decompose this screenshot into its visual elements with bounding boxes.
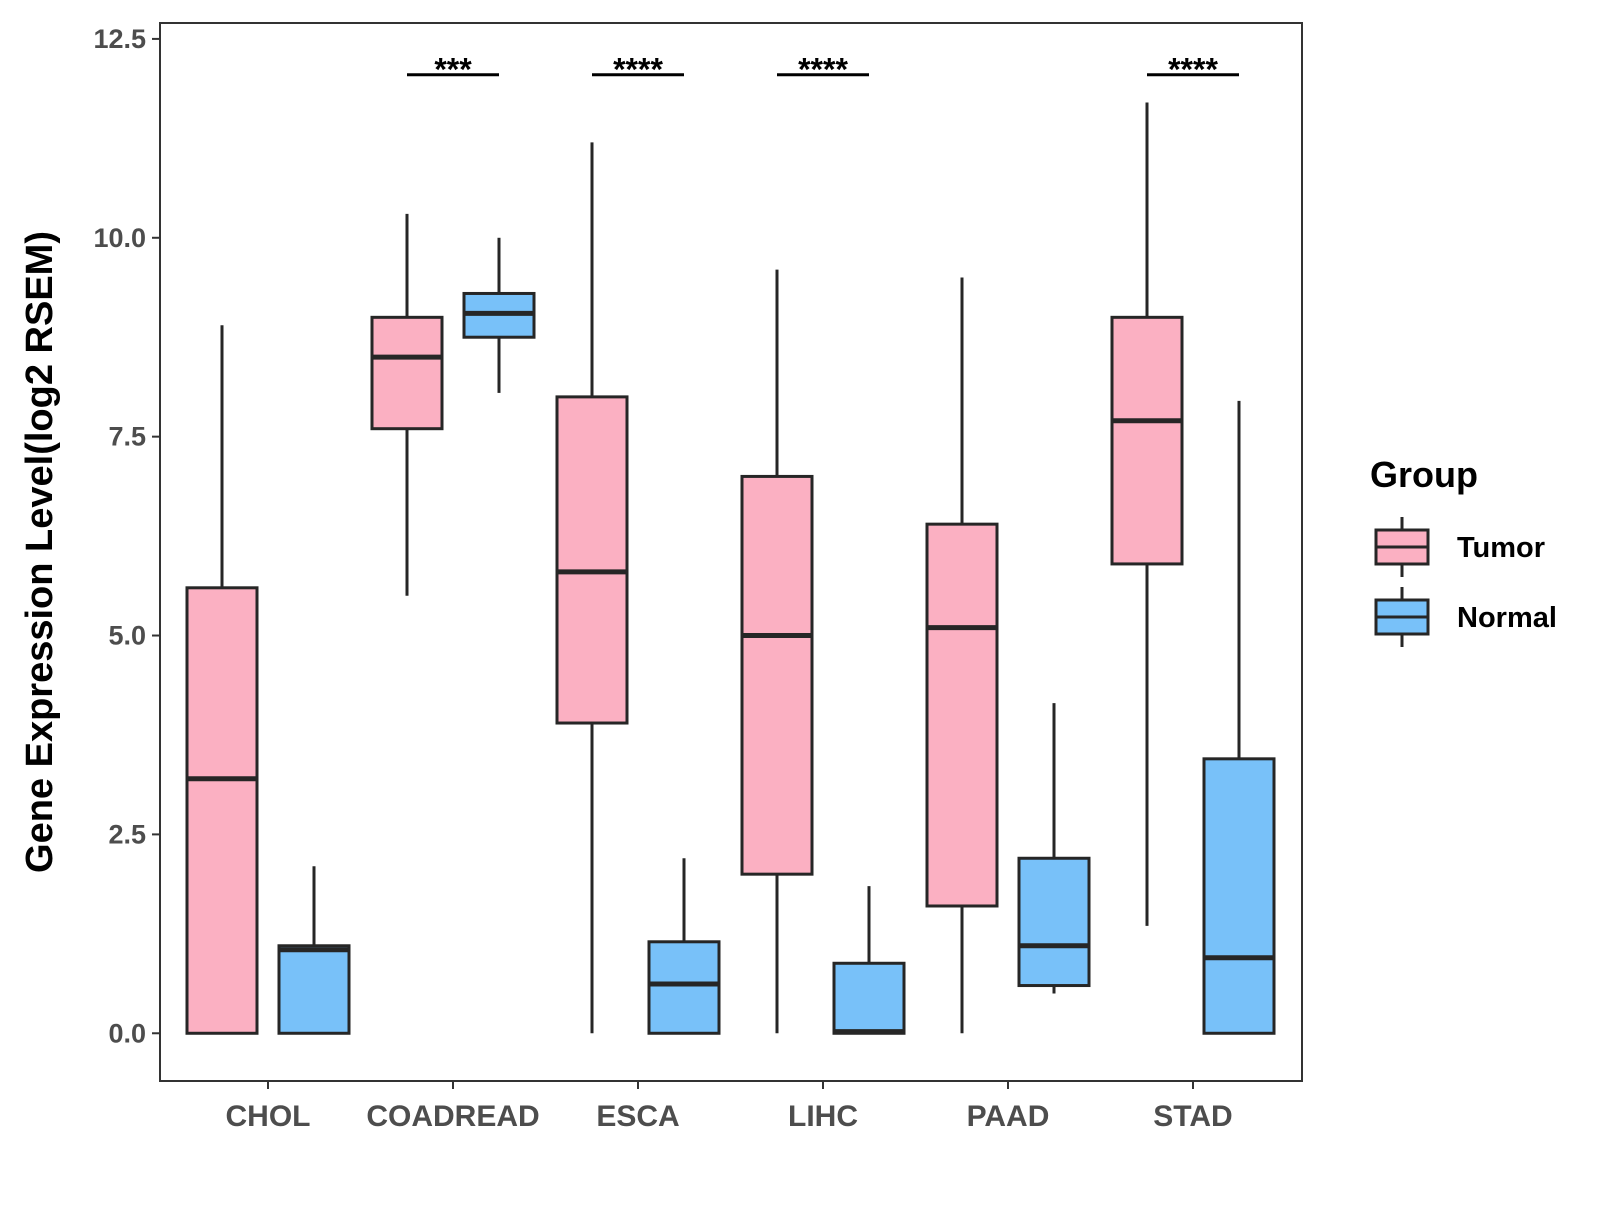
legend: Group Tumor Normal — [1370, 454, 1557, 647]
x-tick-label: ESCA — [596, 1100, 679, 1133]
box-normal-esca — [647, 858, 721, 1035]
y-axis: 0.0 2.5 5.0 7.5 10.0 12.5 — [93, 24, 160, 1048]
significance-label: **** — [798, 52, 848, 88]
x-tick-label: LIHC — [788, 1100, 858, 1133]
box-body — [740, 474, 814, 876]
box-body — [832, 961, 906, 1035]
box-tumor-chol — [185, 325, 259, 1035]
box-tumor-paad — [925, 277, 999, 1034]
y-tick-label: 10.0 — [93, 223, 146, 253]
x-tick-label: CHOL — [226, 1100, 311, 1133]
y-tick-label: 7.5 — [108, 422, 146, 452]
box-body — [647, 940, 721, 1035]
y-tick-label: 0.0 — [108, 1018, 146, 1048]
y-tick-label: 5.0 — [108, 621, 146, 651]
box-normal-coadread — [462, 237, 536, 393]
box-normal-chol — [277, 866, 351, 1035]
box-tumor-esca — [555, 142, 629, 1034]
y-tick-label: 12.5 — [93, 24, 146, 54]
significance-label: *** — [434, 52, 472, 88]
plot-panel-border — [159, 22, 1303, 1082]
legend-key-tumor — [1374, 517, 1430, 577]
box-body — [1017, 856, 1091, 988]
box-tumor-stad — [1110, 102, 1184, 926]
significance-label: **** — [1168, 52, 1218, 88]
box-body — [277, 944, 351, 1035]
box-body — [555, 395, 629, 725]
box-body — [185, 586, 259, 1035]
box-body — [1202, 757, 1276, 1035]
box-normal-stad — [1202, 400, 1276, 1035]
box-series — [185, 102, 1276, 1035]
legend-title: Group — [1370, 454, 1478, 495]
y-tick-label: 2.5 — [108, 819, 146, 849]
x-axis: CHOL COADREAD ESCA LIHC PAAD STAD — [226, 1081, 1233, 1133]
x-tick-label: COADREAD — [366, 1100, 539, 1133]
box-normal-paad — [1017, 703, 1091, 994]
x-tick-label: PAAD — [967, 1100, 1050, 1133]
box-body — [925, 522, 999, 908]
box-normal-lihc — [832, 886, 906, 1035]
significance-label: **** — [613, 52, 663, 88]
legend-label: Normal — [1457, 602, 1557, 634]
legend-label: Tumor — [1457, 532, 1545, 564]
box-body — [1110, 315, 1184, 566]
box-tumor-coadread — [370, 213, 444, 596]
y-axis-title: Gene Expression Level(log2 RSEM) — [19, 231, 61, 873]
legend-key-normal — [1374, 587, 1430, 647]
box-body — [370, 315, 444, 431]
significance-annotations: *** **** **** **** — [407, 52, 1239, 88]
x-tick-label: STAD — [1153, 1100, 1232, 1133]
box-tumor-lihc — [740, 269, 814, 1034]
